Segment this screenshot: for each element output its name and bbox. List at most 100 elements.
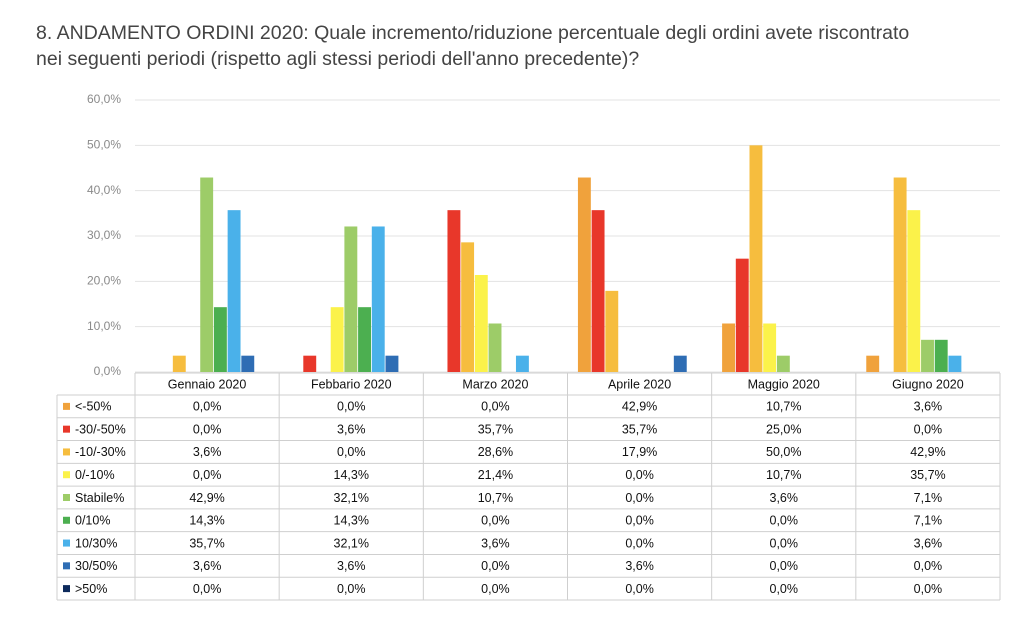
bar — [330, 307, 344, 372]
table-value: 0,0% — [481, 514, 510, 528]
table-value: 0,0% — [481, 400, 510, 414]
legend-label: >50% — [75, 582, 107, 596]
table-value: 7,1% — [914, 491, 943, 505]
x-tick-label: Gennaio 2020 — [168, 377, 247, 391]
table-value: 10,7% — [478, 491, 513, 505]
legend-swatch — [63, 539, 70, 547]
bar — [358, 307, 371, 372]
legend-label: 10/30% — [75, 536, 117, 550]
table-value: 0,0% — [193, 468, 222, 482]
legend-swatch — [63, 471, 70, 479]
table-value: 3,6% — [770, 491, 799, 505]
table-value: 0,0% — [193, 582, 222, 596]
legend-swatch — [63, 516, 70, 524]
table-value: 3,6% — [914, 400, 943, 414]
y-tick-label: 20,0% — [87, 274, 121, 288]
table-value: 0,0% — [770, 514, 799, 528]
bar — [735, 258, 749, 372]
bar — [763, 323, 777, 372]
table-value: 10,7% — [766, 400, 801, 414]
table-value: 3,6% — [193, 559, 222, 573]
table-value: 0,0% — [625, 468, 654, 482]
y-tick-label: 50,0% — [87, 138, 121, 152]
table-value: 17,9% — [622, 445, 657, 459]
bar — [227, 210, 241, 372]
bar — [303, 355, 317, 372]
bar — [447, 210, 461, 372]
bar — [515, 355, 529, 372]
bar — [866, 355, 880, 372]
bar — [776, 355, 790, 372]
table-value: 0,0% — [625, 582, 654, 596]
bar — [749, 145, 763, 372]
table-value: 0,0% — [193, 422, 222, 436]
table-value: 0,0% — [625, 536, 654, 550]
table-value: 3,6% — [337, 422, 366, 436]
table-value: 35,7% — [189, 536, 224, 550]
legend-label: 0/-10% — [75, 468, 115, 482]
table-value: 42,9% — [189, 491, 224, 505]
table-value: 0,0% — [770, 536, 799, 550]
bar — [461, 242, 475, 372]
legend-label: Stabile% — [75, 491, 124, 505]
bar — [344, 226, 358, 372]
table-value: 3,6% — [193, 445, 222, 459]
y-tick-label: 60,0% — [87, 92, 121, 106]
table-value: 21,4% — [478, 468, 513, 482]
bar — [241, 355, 255, 372]
table-value: 35,7% — [910, 468, 945, 482]
table-value: 10,7% — [766, 468, 801, 482]
table-value: 3,6% — [337, 559, 366, 573]
bar — [385, 355, 399, 372]
table-value: 0,0% — [337, 445, 366, 459]
legend-label: <-50% — [75, 400, 111, 414]
table-value: 28,6% — [478, 445, 513, 459]
table-value: 14,3% — [189, 514, 224, 528]
y-tick-label: 40,0% — [87, 183, 121, 197]
table-value: 0,0% — [625, 514, 654, 528]
y-tick-label: 30,0% — [87, 228, 121, 242]
y-tick-label: 0,0% — [94, 364, 122, 378]
table-value: 0,0% — [481, 582, 510, 596]
table-value: 42,9% — [910, 445, 945, 459]
table-value: 42,9% — [622, 400, 657, 414]
bar — [213, 307, 227, 372]
table-value: 0,0% — [625, 491, 654, 505]
x-tick-label: Febbario 2020 — [311, 377, 392, 391]
bar — [605, 290, 619, 372]
table-value: 0,0% — [337, 582, 366, 596]
table-value: 14,3% — [334, 514, 369, 528]
legend-swatch — [63, 562, 70, 570]
table-value: 3,6% — [625, 559, 654, 573]
bar — [722, 323, 735, 372]
chart-title: 8. ANDAMENTO ORDINI 2020: Quale incremen… — [36, 22, 910, 70]
legend-swatch — [63, 494, 70, 501]
legend-label: -30/-50% — [75, 422, 126, 436]
bar — [172, 355, 186, 372]
x-tick-label: Marzo 2020 — [462, 377, 528, 391]
bar — [948, 355, 962, 372]
y-tick-label: 10,0% — [87, 319, 121, 333]
table-value: 0,0% — [914, 559, 943, 573]
table-value: 0,0% — [914, 582, 943, 596]
table-value: 14,3% — [334, 468, 369, 482]
legend-swatch — [63, 585, 70, 593]
bar — [577, 177, 591, 372]
x-tick-label: Maggio 2020 — [748, 377, 820, 391]
table-value: 25,0% — [766, 422, 801, 436]
bar — [921, 339, 934, 372]
table-value: 0,0% — [481, 559, 510, 573]
bar — [934, 339, 948, 372]
table-value: 0,0% — [337, 400, 366, 414]
x-tick-label: Giugno 2020 — [892, 377, 964, 391]
table-value: 0,0% — [770, 559, 799, 573]
table-value: 35,7% — [622, 422, 657, 436]
legend-label: -10/-30% — [75, 445, 126, 459]
legend-label: 30/50% — [75, 559, 117, 573]
bar — [907, 210, 921, 372]
table-value: 7,1% — [914, 514, 943, 528]
table-value: 3,6% — [481, 536, 510, 550]
table-value: 50,0% — [766, 445, 801, 459]
